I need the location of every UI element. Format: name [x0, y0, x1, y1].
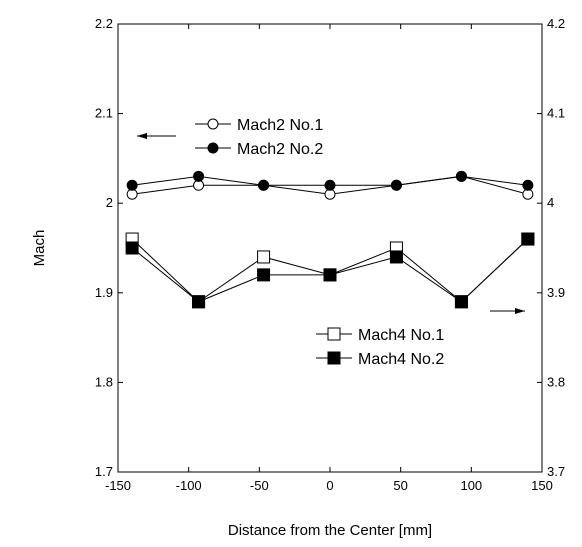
data-point-series-4: [125, 241, 139, 255]
y2-tick-label: 4: [547, 195, 554, 210]
y-tick-label: 1.7: [95, 464, 113, 479]
legend-label: Mach2 No.1: [237, 117, 323, 134]
data-point-series-4: [454, 295, 468, 309]
x-tick-label: -150: [105, 478, 131, 493]
legend-label: Mach4 No.2: [358, 351, 444, 368]
x-tick-label: 0: [326, 478, 333, 493]
arrow-left-icon: [137, 133, 147, 139]
legend-marker: [327, 327, 341, 341]
legend-group-2: Mach4 No.1 Mach4 No.2: [316, 308, 525, 368]
y-tick-label: 2.1: [95, 106, 113, 121]
y-tick-label: 2.2: [95, 16, 113, 31]
x-tick-label: 100: [460, 478, 482, 493]
x-tick-label: 50: [393, 478, 407, 493]
y2-tick-label: 3.9: [547, 285, 565, 300]
data-point-series-4: [257, 268, 271, 282]
plot-frame: [117, 23, 543, 473]
data-point-series-2: [390, 179, 402, 191]
y2-tick-label: 3.7: [547, 464, 565, 479]
axis-tick-labels: -150 -100 -50 0 50 100 150 1.7 1.8 1.9 2 2.1 2.2 3.7 3…: [95, 16, 565, 493]
data-point-series-2: [126, 179, 138, 191]
data-point-series-2: [258, 179, 270, 191]
data-point-series-4: [323, 268, 337, 282]
legend-marker: [327, 351, 341, 365]
data-point-series-4: [521, 232, 535, 246]
data-point-series-4: [192, 295, 206, 309]
data-point-series-3: [257, 250, 271, 264]
legend: Mach2 No.1 Mach2 No.2 Mach4 No.1 Mach4 No.2: [137, 117, 525, 368]
y-axis-title: Mach: [31, 230, 48, 267]
legend-marker: [207, 142, 219, 154]
series-markers: [125, 170, 535, 309]
legend-group-1: Mach2 No.1 Mach2 No.2: [137, 117, 323, 158]
data-point-series-4: [389, 250, 403, 264]
x-tick-label: -50: [250, 478, 269, 493]
data-point-series-2: [193, 170, 205, 182]
axis-ticks: [117, 23, 543, 473]
x-axis-title: Distance from the Center [mm]: [228, 522, 432, 539]
y2-tick-label: 4.1: [547, 106, 565, 121]
legend-label: Mach4 No.1: [358, 327, 444, 344]
y2-tick-label: 3.8: [547, 374, 565, 389]
arrow-right-icon: [515, 308, 525, 314]
y2-tick-label: 4.2: [547, 16, 565, 31]
data-point-series-2: [324, 179, 336, 191]
legend-label: Mach2 No.2: [237, 141, 323, 158]
x-tick-label: -100: [176, 478, 202, 493]
legend-marker: [207, 118, 219, 130]
y-tick-label: 2: [106, 195, 113, 210]
data-point-series-2: [522, 179, 534, 191]
y-tick-label: 1.9: [95, 285, 113, 300]
data-point-series-2: [455, 170, 467, 182]
y-tick-label: 1.8: [95, 374, 113, 389]
x-tick-label: 150: [531, 478, 553, 493]
